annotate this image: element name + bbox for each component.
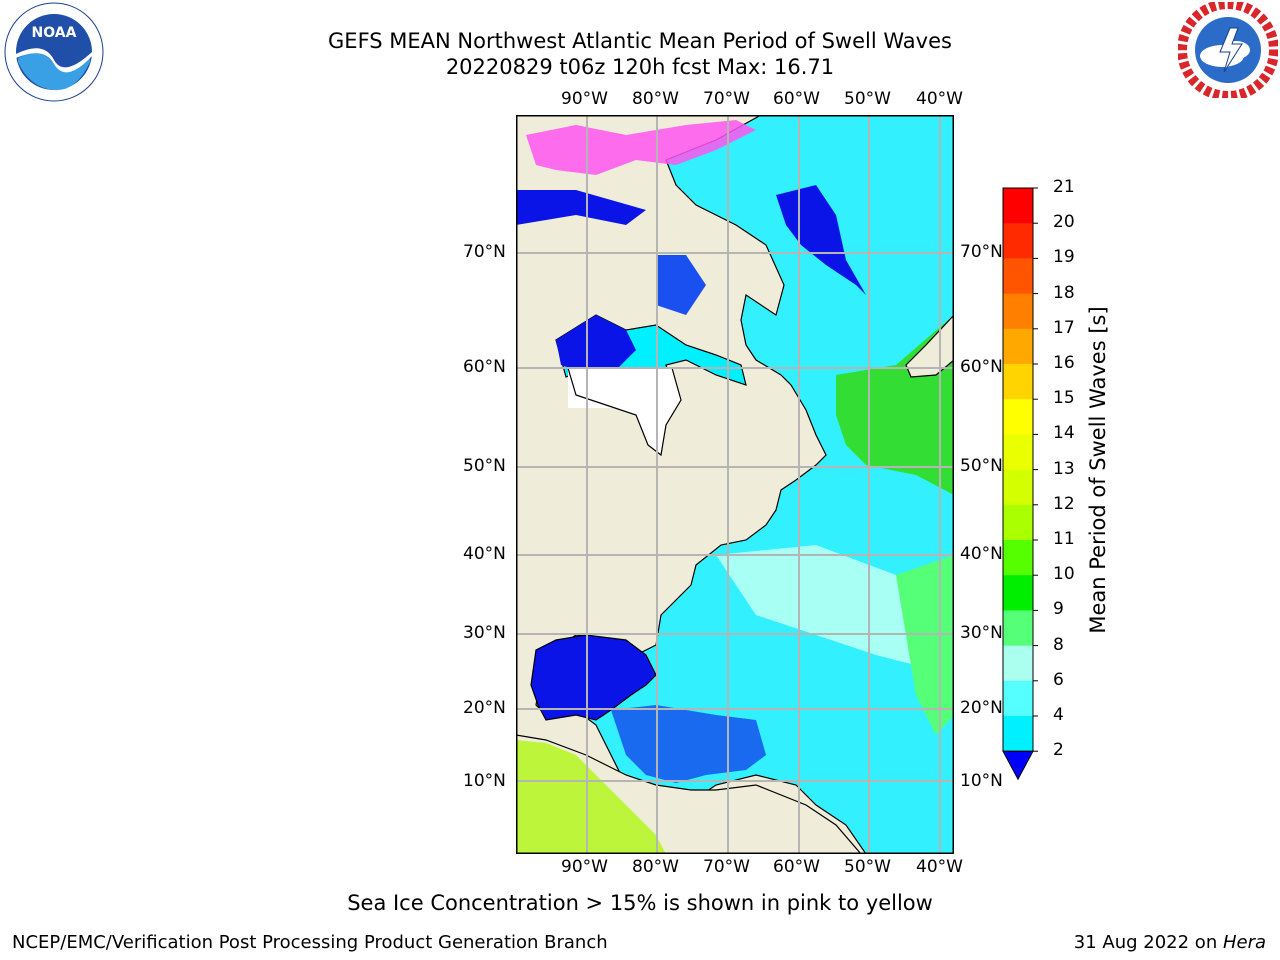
lon-label-bottom: 80°W xyxy=(632,857,679,877)
noaa-logo: NOAA xyxy=(4,2,104,102)
map-gridlines xyxy=(516,115,954,854)
colorbar-tick-label: 16 xyxy=(1053,353,1075,373)
colorbar-band xyxy=(1003,716,1033,752)
colorbar-tick-label: 11 xyxy=(1053,529,1075,549)
lon-label-bottom: 50°W xyxy=(844,857,891,877)
lon-label-top: 80°W xyxy=(632,89,679,109)
colorbar-label: Mean Period of Swell Waves [s] xyxy=(1086,306,1110,634)
colorbar-tick-label: 8 xyxy=(1053,634,1064,655)
lon-label-top: 50°W xyxy=(844,89,891,109)
lon-label-top: 70°W xyxy=(703,89,750,109)
colorbar-tick-label: 9 xyxy=(1053,599,1064,620)
colorbar-band xyxy=(1003,364,1033,400)
lon-label-bottom: 70°W xyxy=(703,857,750,877)
map-frame xyxy=(515,114,955,855)
lat-label-right: 20°N xyxy=(960,698,1003,718)
colorbar-band xyxy=(1003,293,1033,330)
lon-label-top: 60°W xyxy=(773,89,820,109)
lat-label-right: 10°N xyxy=(960,771,1003,791)
lat-label-right: 40°N xyxy=(960,544,1003,564)
lat-label-right: 70°N xyxy=(960,242,1003,262)
colorbar-band xyxy=(1003,399,1033,435)
lon-label-top: 40°W xyxy=(916,89,963,109)
colorbar-tick-label: 19 xyxy=(1053,247,1075,268)
lat-label-right: 60°N xyxy=(960,357,1003,377)
colorbar-tick-label: 18 xyxy=(1053,282,1075,303)
colorbar-band xyxy=(1003,610,1033,647)
map-panel xyxy=(515,114,955,855)
footer-date: 31 Aug 2022 on Hera xyxy=(1074,932,1266,953)
light-cyan-patch xyxy=(716,545,954,675)
lat-label-left: 70°N xyxy=(463,242,506,262)
colorbar-tick-label: 10 xyxy=(1053,564,1075,585)
colorbar-band xyxy=(1003,258,1033,295)
foxe-basin xyxy=(656,255,706,315)
colorbar-tick-label: 2 xyxy=(1053,740,1064,761)
lat-label-left: 40°N xyxy=(463,544,506,564)
lat-label-left: 60°N xyxy=(463,357,506,377)
colorbar-tick-label: 12 xyxy=(1053,493,1075,514)
forecast-info: 20220829 t06z 120h fcst Max: 16.71 xyxy=(445,55,835,79)
colorbar-band xyxy=(1003,575,1033,611)
footer-date-text: 31 Aug 2022 on xyxy=(1073,932,1223,953)
arctic-blue-water xyxy=(516,190,646,225)
colorbar-band xyxy=(1003,540,1033,576)
hudson-south-shore xyxy=(567,367,682,457)
colorbar-band xyxy=(1003,469,1033,506)
lon-label-bottom: 40°W xyxy=(916,857,963,877)
colorbar-tick-label: 4 xyxy=(1053,705,1064,725)
nws-logo xyxy=(1177,0,1279,101)
colorbar-tick-label: 14 xyxy=(1053,423,1075,444)
colorbar-band xyxy=(1003,188,1033,224)
colorbar-tick-label: 6 xyxy=(1053,669,1064,690)
colorbar-band xyxy=(1003,680,1033,717)
lat-label-left: 30°N xyxy=(463,623,506,643)
colorbar-tick-label: 20 xyxy=(1053,212,1075,233)
colorbar-band xyxy=(1003,328,1033,365)
map-svg xyxy=(515,114,955,855)
colorbar-band xyxy=(1003,223,1033,259)
footer-credit: NCEP/EMC/Verification Post Processing Pr… xyxy=(12,932,608,953)
colorbar-tick-label: 17 xyxy=(1053,317,1075,338)
lon-label-top: 90°W xyxy=(561,89,608,109)
lat-label-right: 50°N xyxy=(960,456,1003,476)
footer-host: Hera xyxy=(1222,932,1266,953)
colorbar-tick-label: 13 xyxy=(1053,458,1075,479)
map-title: GEFS MEAN Northwest Atlantic Mean Period… xyxy=(328,29,952,53)
lon-label-bottom: 90°W xyxy=(561,857,608,877)
colorbar-under-arrow xyxy=(1002,750,1034,781)
sa-green-region xyxy=(516,740,666,854)
colorbar-band xyxy=(1003,434,1033,471)
lat-label-left: 20°N xyxy=(463,698,506,718)
noaa-logo-text: NOAA xyxy=(32,25,77,41)
colorbar-tick-label: 15 xyxy=(1053,388,1075,409)
lat-label-left: 10°N xyxy=(463,771,506,791)
colorbar-band xyxy=(1003,504,1033,541)
sea-ice-note: Sea Ice Concentration > 15% is shown in … xyxy=(347,891,933,915)
low-period-hudson xyxy=(556,315,636,370)
sea-ice-arctic xyxy=(526,120,756,175)
colorbar xyxy=(1000,185,1040,785)
colorbar-band xyxy=(1003,645,1033,682)
lat-label-left: 50°N xyxy=(463,456,506,476)
lat-label-right: 30°N xyxy=(960,623,1003,643)
colorbar-tick-label: 21 xyxy=(1053,177,1075,197)
lon-label-bottom: 60°W xyxy=(773,857,820,877)
